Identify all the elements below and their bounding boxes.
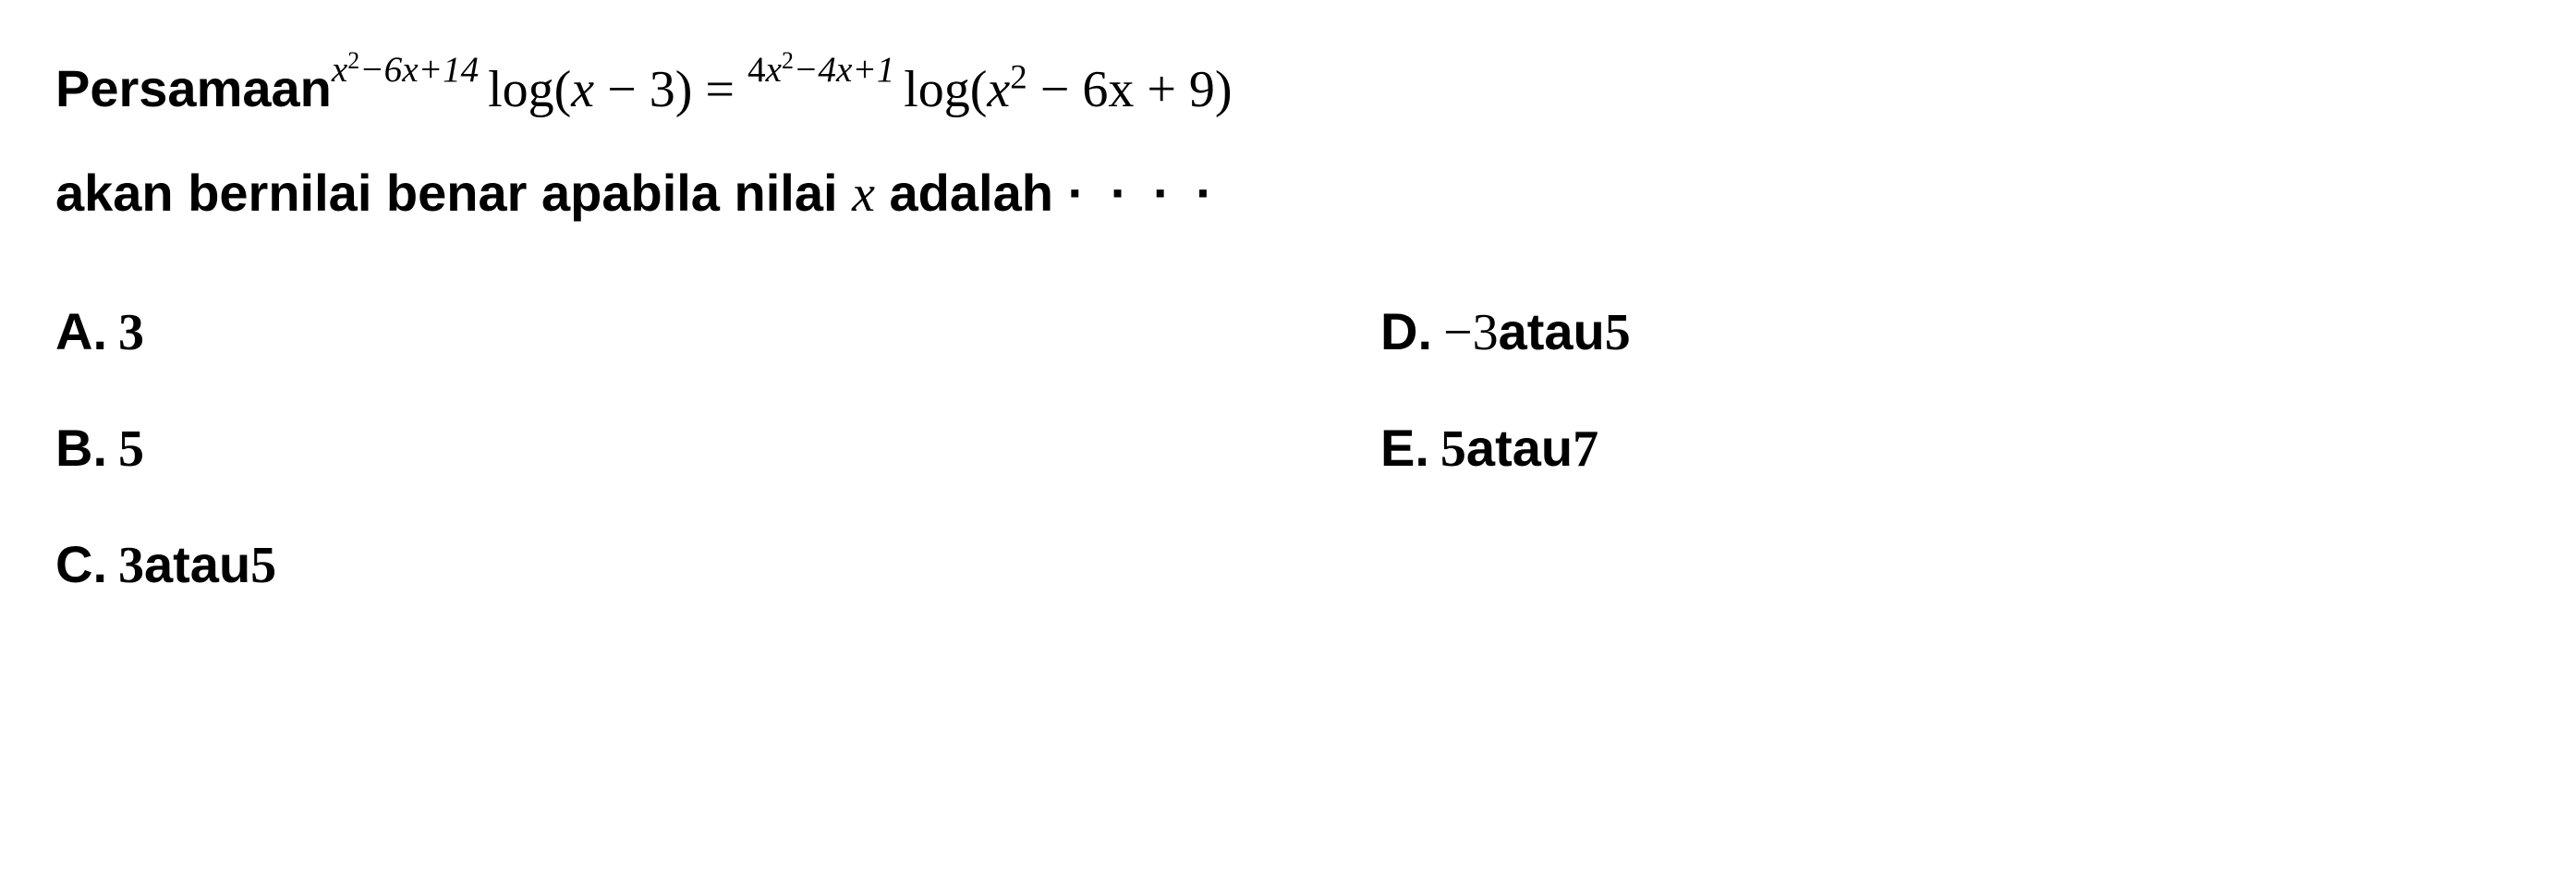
option-a: A. 3: [55, 301, 1196, 362]
prompt-after: adalah: [890, 164, 1068, 222]
prompt-line: akan bernilai benar apabila nilai x adal…: [55, 141, 2521, 246]
base1-var: x: [332, 50, 347, 90]
equation: x2−6x+14 log(x − 3) = 4x2−4x+1 log(x2 − …: [332, 38, 1233, 141]
option-a-value: 3: [118, 303, 144, 362]
log1-fn: log: [488, 61, 554, 118]
log2-var: x: [987, 61, 1010, 118]
option-e-label: E.: [1380, 418, 1429, 478]
option-b-label: B.: [55, 418, 107, 478]
log2-exp: 2: [1010, 57, 1027, 95]
log1-open: (: [554, 61, 572, 118]
question-stem: Persamaan x2−6x+14 log(x − 3) = 4x2−4x+1…: [55, 37, 2521, 246]
base2-exp: 2: [782, 47, 794, 74]
option-b: B. 5: [55, 418, 1196, 479]
option-e-value1: 5: [1440, 420, 1466, 479]
option-d-connector: atau: [1499, 301, 1605, 361]
base1-rest: −6x+14: [359, 50, 479, 90]
log2-fn: log: [904, 61, 970, 118]
intro-word: Persamaan: [55, 37, 332, 140]
option-c: C. 3 atau 5: [55, 534, 1196, 595]
option-d-value2: 5: [1605, 303, 1631, 362]
base2-coef: 4: [747, 50, 766, 90]
log2-rest: − 6x + 9): [1027, 61, 1233, 118]
prompt-dots: · · · ·: [1067, 164, 1218, 222]
log-base-1: x2−6x+14: [332, 50, 488, 90]
option-c-value2: 5: [250, 536, 276, 595]
base2-var: x: [766, 50, 782, 90]
base1-exp: 2: [347, 47, 359, 74]
option-e: E. 5 atau 7: [1380, 418, 2521, 479]
math-question: Persamaan x2−6x+14 log(x − 3) = 4x2−4x+1…: [55, 37, 2521, 595]
option-c-connector: atau: [144, 534, 250, 594]
equation-line: Persamaan x2−6x+14 log(x − 3) = 4x2−4x+1…: [55, 37, 2521, 141]
options-grid: A. 3 D. −3 atau 5 B. 5 E. 5 atau 7 C. 3 …: [55, 301, 2521, 595]
option-c-label: C.: [55, 534, 107, 594]
option-e-connector: atau: [1466, 418, 1573, 478]
option-a-label: A.: [55, 301, 107, 361]
log1-rest: − 3): [594, 61, 692, 118]
option-d: D. −3 atau 5: [1380, 301, 2521, 362]
option-d-value1: −3: [1443, 303, 1499, 362]
prompt-var-x: x: [852, 165, 875, 223]
option-d-label: D.: [1380, 301, 1432, 361]
option-c-value1: 3: [118, 536, 144, 595]
log1-var: x: [571, 61, 594, 118]
option-b-value: 5: [118, 420, 144, 479]
log2-open: (: [970, 61, 988, 118]
base2-rest: −4x+1: [794, 50, 894, 90]
option-e-value2: 7: [1573, 420, 1598, 479]
log-base-2: 4x2−4x+1: [747, 50, 904, 90]
prompt-before: akan bernilai benar apabila nilai: [55, 164, 852, 222]
equals-sign: =: [705, 61, 747, 118]
